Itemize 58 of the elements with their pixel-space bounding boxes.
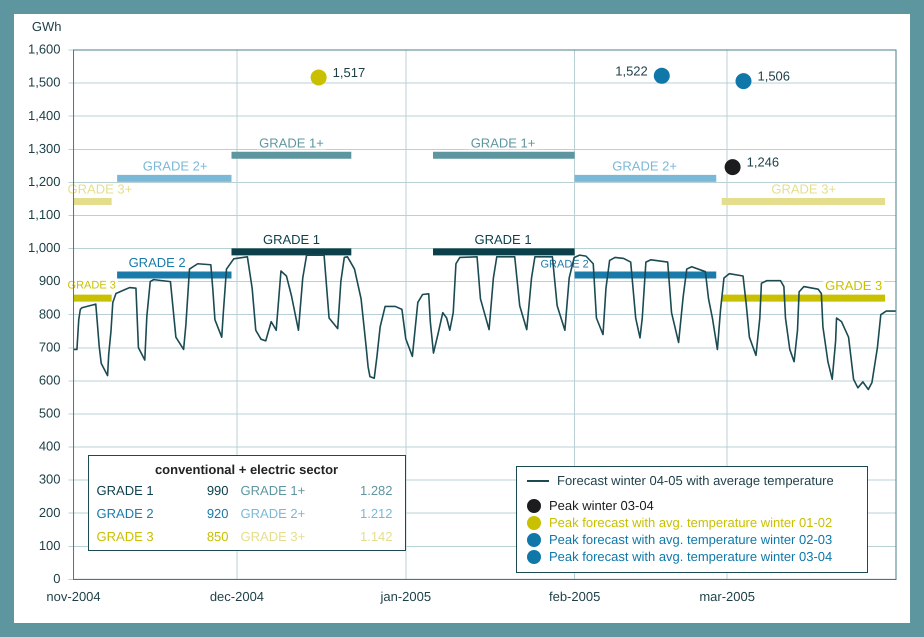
y-tick-label: 200 — [38, 504, 61, 520]
annotation: 1.212 — [358, 506, 393, 522]
point — [735, 73, 752, 90]
y-tick-label: 900 — [38, 273, 61, 288]
annotation: GRADE 2+ — [240, 506, 306, 522]
y-tick-label: 700 — [38, 339, 61, 354]
legend-label: Forecast winter 04-05 with average temperature — [557, 473, 835, 488]
annotation: GRADE 1 — [96, 483, 155, 498]
legend-label: Peak forecast with avg. temperature winter 03-04 — [549, 549, 834, 564]
data-label: 1,522 — [615, 63, 648, 78]
x-tick-label: feb-2005 — [548, 588, 600, 604]
y-tick-label: 1,100 — [28, 207, 61, 222]
series-label: GRADE 1+ — [259, 135, 324, 150]
legend-label: Peak forecast with avg. temperature winter 01-02 — [549, 515, 834, 530]
text: GRADE 1 — [474, 232, 532, 247]
annotation: 1.282 — [358, 483, 393, 498]
y-tick-label: 1,600 — [28, 42, 61, 57]
y-tick-label: 600 — [38, 372, 61, 388]
y-tick-label: 1,300 — [28, 140, 61, 156]
series-label: GRADE 2+ — [142, 158, 208, 174]
annotation: 920 — [206, 506, 229, 522]
text: GRADE 1+ — [470, 135, 536, 150]
x-tick-label: jan-2005 — [379, 588, 432, 604]
text: GRADE 2 — [128, 255, 186, 270]
annotation: 850 — [206, 529, 229, 544]
annotation: conventional + electric sector — [154, 462, 340, 478]
data-label: 1,246 — [746, 154, 780, 170]
annotation: GRADE 3 — [96, 529, 155, 544]
x-tick-label: nov-2004 — [46, 588, 101, 604]
x-tick-label: dec-2004 — [210, 588, 264, 604]
y-tick-label: 1,400 — [28, 108, 61, 123]
annotation: GRADE 1+ — [240, 483, 306, 498]
x-tick-label: mar-2005 — [699, 588, 755, 604]
series-label: GRADE 3+ — [771, 182, 836, 197]
annotation: 1.142 — [358, 529, 393, 544]
y-axis-title: GWh — [32, 19, 62, 34]
y-tick-label: 1,200 — [28, 174, 61, 189]
point — [310, 69, 327, 86]
point — [724, 159, 741, 176]
text: GRADE 2+ — [612, 158, 677, 174]
legend-label: Peak forecast with avg. temperature winter 02-03 — [549, 532, 834, 548]
annotation: GRADE 3+ — [240, 529, 306, 544]
data-label: 1,517 — [332, 65, 366, 80]
y-tick-label: 1,000 — [28, 240, 61, 256]
legend-label: Peak winter 03-04 — [549, 498, 655, 514]
series-label: GRADE 3 — [825, 278, 882, 294]
annotation: 990 — [206, 483, 229, 498]
data-label: 1,506 — [757, 68, 790, 84]
y-tick-label: 1,500 — [28, 74, 61, 90]
y-tick-label: 300 — [38, 472, 61, 487]
y-tick-label: 100 — [38, 538, 61, 553]
y-tick-label: 800 — [38, 306, 61, 322]
point — [654, 68, 670, 84]
y-tick-label: 500 — [38, 406, 61, 421]
y-tick-label: 0 — [53, 570, 61, 586]
y-tick-label: 400 — [38, 438, 61, 454]
series-label: GRADE 1 — [262, 232, 320, 247]
annotation: GRADE 2 — [96, 506, 155, 522]
